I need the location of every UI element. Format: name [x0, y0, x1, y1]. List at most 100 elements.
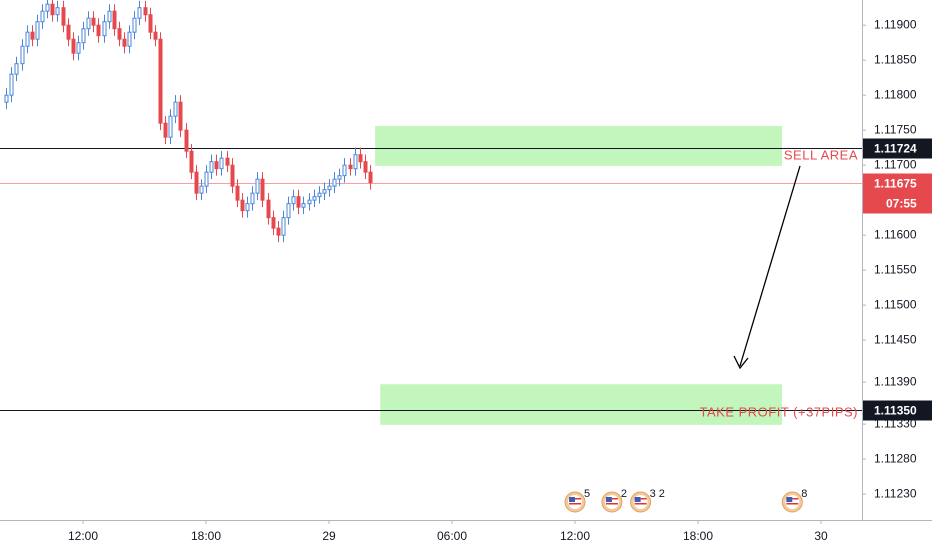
countdown-box [863, 193, 932, 214]
countdown-label: 07:55 [886, 197, 917, 211]
candle-body [102, 21, 107, 37]
candle-body [25, 31, 30, 47]
event-count: 2 [621, 488, 627, 500]
candle-body [153, 31, 158, 40]
candle-body [353, 154, 358, 170]
candle-body [66, 24, 71, 40]
event-flag-blue [634, 497, 641, 502]
candle-body [342, 164, 347, 177]
candle-body [178, 101, 183, 131]
event-flag-stripe [786, 503, 799, 505]
y-tick-label: 1.11550 [874, 262, 917, 276]
level-label-box [863, 400, 932, 421]
candle-body [219, 157, 224, 170]
candle-body [204, 171, 209, 187]
event-icon [630, 491, 652, 513]
event-flag-blue [605, 497, 612, 502]
y-tick-label: 1.11800 [874, 87, 917, 101]
candle-body [40, 10, 45, 23]
candle-body [55, 7, 60, 16]
zone-label: TAKE PROFIT (+37PIPS) [700, 404, 858, 419]
candle-body [214, 161, 219, 170]
candle-body [322, 189, 327, 194]
x-tick-label: 30 [814, 529, 828, 543]
last-price-box [863, 173, 932, 194]
x-tick-label: 18:00 [191, 529, 221, 543]
candle-body [225, 157, 230, 166]
candle-body [363, 161, 368, 173]
y-tick-label: 1.11900 [874, 17, 917, 31]
candle-body [76, 42, 81, 54]
candle-body [117, 28, 122, 40]
candle-body [255, 178, 260, 194]
y-tick-label: 1.11450 [874, 332, 917, 346]
y-tick-label: 1.11500 [874, 297, 917, 311]
candle-body [14, 63, 19, 75]
candle-body [317, 192, 322, 198]
candle-body [189, 150, 194, 173]
x-tick-label: 29 [322, 529, 336, 543]
event-flag-stripe [569, 503, 582, 505]
candle-body [337, 175, 342, 180]
event-flag-stripe [640, 498, 647, 500]
x-tick-label: 06:00 [437, 529, 467, 543]
candle-body [107, 10, 112, 23]
candle-body [163, 122, 168, 138]
candle-body [260, 178, 265, 201]
event-flag-blue [569, 497, 576, 502]
candle-body [240, 199, 245, 212]
event-count: 5 [584, 488, 590, 500]
level-label: 1.11724 [874, 142, 917, 156]
candle-body [286, 203, 291, 219]
candle-body [9, 73, 14, 96]
event-flag-blue [786, 497, 793, 502]
candle-body [132, 17, 137, 33]
y-tick-label: 1.11750 [874, 122, 917, 136]
candle-body [209, 161, 214, 173]
y-tick-label: 1.11230 [874, 486, 917, 500]
zone [380, 384, 783, 425]
candle-body [81, 28, 86, 44]
plot-area [0, 0, 862, 425]
candle-body [230, 164, 235, 187]
arrow-head [733, 355, 749, 370]
candle-body [143, 7, 148, 16]
event-count: 3 2 [650, 488, 665, 500]
candle-body [158, 38, 163, 124]
level-label-box [863, 138, 932, 159]
event-icon [781, 491, 803, 513]
candle-body [127, 31, 132, 47]
candle-body [312, 196, 317, 201]
candle-body [20, 45, 25, 65]
y-tick-label: 1.11850 [874, 52, 917, 66]
candle-body [276, 227, 281, 236]
candle-body [199, 185, 204, 194]
candle-body [61, 7, 66, 26]
event-icon [601, 491, 623, 513]
candle-body [266, 199, 271, 219]
event-flag-stripe [575, 498, 582, 500]
candle-body [327, 185, 332, 191]
candle-body [4, 94, 9, 103]
candle-body [348, 164, 353, 170]
candle-body [245, 203, 250, 212]
event-flag-stripe [792, 498, 799, 500]
candle-body [358, 154, 363, 163]
candle-body [45, 3, 50, 12]
candle-body [301, 203, 306, 208]
x-tick-label: 12:00 [560, 529, 590, 543]
x-tick-label: 12:00 [68, 529, 98, 543]
candle-body [194, 171, 199, 194]
candle-body [291, 196, 296, 205]
candle-body [184, 129, 189, 152]
candle-body [112, 10, 117, 30]
y-tick-label: 1.11600 [874, 227, 917, 241]
candle-body [122, 38, 127, 47]
candle-body [168, 115, 173, 138]
candle-body [35, 21, 40, 40]
arrow-shaft [739, 165, 801, 367]
candle-body [91, 17, 96, 26]
